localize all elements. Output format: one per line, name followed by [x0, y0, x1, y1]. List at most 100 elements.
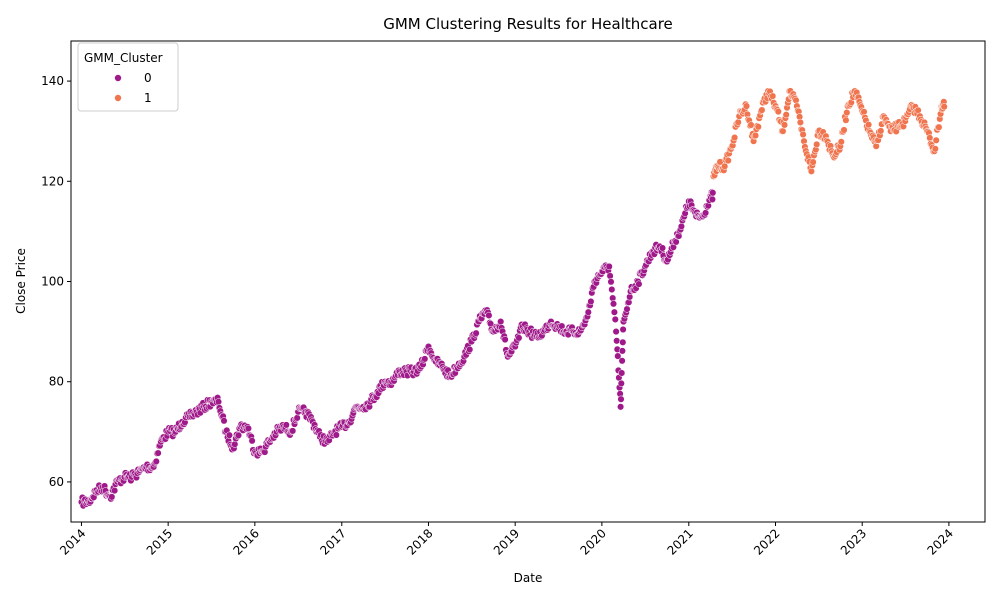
data-point-fill — [619, 338, 627, 346]
data-point-fill — [702, 209, 710, 217]
data-point-fill — [940, 103, 948, 111]
data-point-fill — [220, 417, 228, 425]
data-point — [497, 318, 505, 326]
data-point-fill — [154, 449, 162, 457]
data-point-fill — [769, 92, 777, 100]
legend-title: GMM_Cluster — [84, 51, 163, 65]
x-tick-label: 2015 — [144, 526, 175, 557]
x-tick-label: 2019 — [491, 526, 522, 557]
x-axis-label: Date — [514, 571, 543, 585]
data-point-fill — [931, 145, 939, 153]
data-point-fill — [108, 493, 116, 501]
data-point-fill — [914, 106, 922, 114]
data-point — [742, 102, 751, 110]
data-point-fill — [731, 134, 739, 142]
data-point-fill — [152, 457, 160, 465]
data-point-fill — [865, 121, 873, 129]
data-point-fill — [792, 96, 800, 104]
data-point-fill — [617, 379, 625, 387]
data-point-fill — [111, 487, 119, 495]
data-point-fill — [840, 126, 848, 134]
data-point-fill — [617, 395, 625, 403]
x-tick-label: 2016 — [230, 526, 261, 557]
data-point-fill — [623, 305, 631, 313]
data-point-fill — [472, 329, 480, 337]
data-point-fill — [293, 414, 301, 422]
data-point-fill — [607, 278, 615, 286]
data-point — [807, 167, 815, 175]
y-tick-label: 80 — [49, 375, 64, 389]
data-point-fill — [780, 121, 789, 129]
data-point-fill — [799, 130, 807, 139]
x-tick-label: 2022 — [751, 526, 782, 557]
data-point-fill — [708, 195, 716, 203]
x-axis-ticks: 2014 2015 2016 2017 2018 2019 2020 2021 2022 2023… — [57, 522, 956, 558]
data-point-fill — [932, 136, 940, 144]
y-tick-label: 60 — [49, 475, 64, 489]
data-point-fill — [501, 336, 509, 344]
data-point-fill — [225, 431, 233, 439]
y-tick-label: 100 — [41, 275, 64, 289]
data-point-fill — [289, 427, 297, 435]
data-point-fill — [485, 311, 493, 319]
legend-marker-1 — [114, 94, 122, 102]
x-tick-label: 2014 — [57, 526, 88, 557]
data-point-fill — [332, 431, 340, 439]
data-point-fill — [843, 109, 851, 117]
legend-label-0: 0 — [144, 71, 152, 85]
data-point-fill — [584, 308, 592, 316]
y-axis-ticks: 60 80 100 120 140 — [41, 74, 71, 489]
x-tick-label: 2024 — [925, 526, 956, 557]
data-point-fill — [609, 300, 618, 308]
data-point-fill — [926, 134, 934, 142]
chart-title: GMM Clustering Results for Healthcare — [383, 15, 673, 33]
data-point-fill — [619, 325, 627, 334]
data-point-fill — [248, 437, 256, 445]
data-point — [721, 162, 729, 170]
data-point-fill — [860, 108, 868, 116]
data-point-fill — [754, 123, 762, 131]
data-point — [612, 328, 620, 336]
data-point-fill — [724, 157, 732, 165]
x-tick-label: 2018 — [404, 526, 435, 557]
y-tick-label: 140 — [41, 74, 64, 88]
y-tick-label: 120 — [41, 174, 64, 188]
legend-box — [77, 42, 179, 112]
legend-marker-0 — [114, 74, 122, 82]
data-point-fill — [774, 108, 782, 116]
data-point-fill — [515, 334, 523, 342]
x-tick-label: 2020 — [577, 526, 608, 557]
data-point-fill — [635, 280, 643, 288]
x-tick-label: 2017 — [317, 526, 348, 557]
data-point-fill — [614, 352, 622, 360]
data-point-fill — [747, 121, 755, 129]
data-point-fill — [709, 189, 717, 197]
data-point-fill — [935, 123, 943, 131]
data-point — [214, 398, 223, 406]
legend-label-1: 1 — [144, 91, 152, 105]
data-point-fill — [282, 421, 290, 429]
data-point — [605, 262, 613, 271]
data-points — [77, 87, 948, 510]
data-point-fill — [734, 118, 742, 126]
legend: GMM_Cluster 0 1 — [77, 42, 179, 112]
data-point — [617, 403, 625, 411]
data-point-fill — [608, 285, 616, 294]
data-point-fill — [618, 357, 626, 365]
data-point-fill — [813, 140, 821, 148]
data-point-fill — [244, 424, 252, 432]
data-point-fill — [610, 308, 618, 316]
data-point-fill — [618, 347, 626, 355]
data-point-fill — [809, 158, 817, 166]
x-tick-label: 2023 — [838, 526, 869, 557]
data-point-fill — [751, 131, 760, 140]
data-point-fill — [587, 297, 595, 306]
data-point-fill — [877, 127, 885, 135]
data-point-fill — [758, 106, 766, 114]
data-point-fill — [421, 355, 429, 363]
data-point-fill — [606, 272, 614, 280]
data-point-fill — [842, 116, 850, 124]
y-axis-label: Close Price — [14, 248, 28, 314]
data-point-fill — [658, 244, 667, 252]
